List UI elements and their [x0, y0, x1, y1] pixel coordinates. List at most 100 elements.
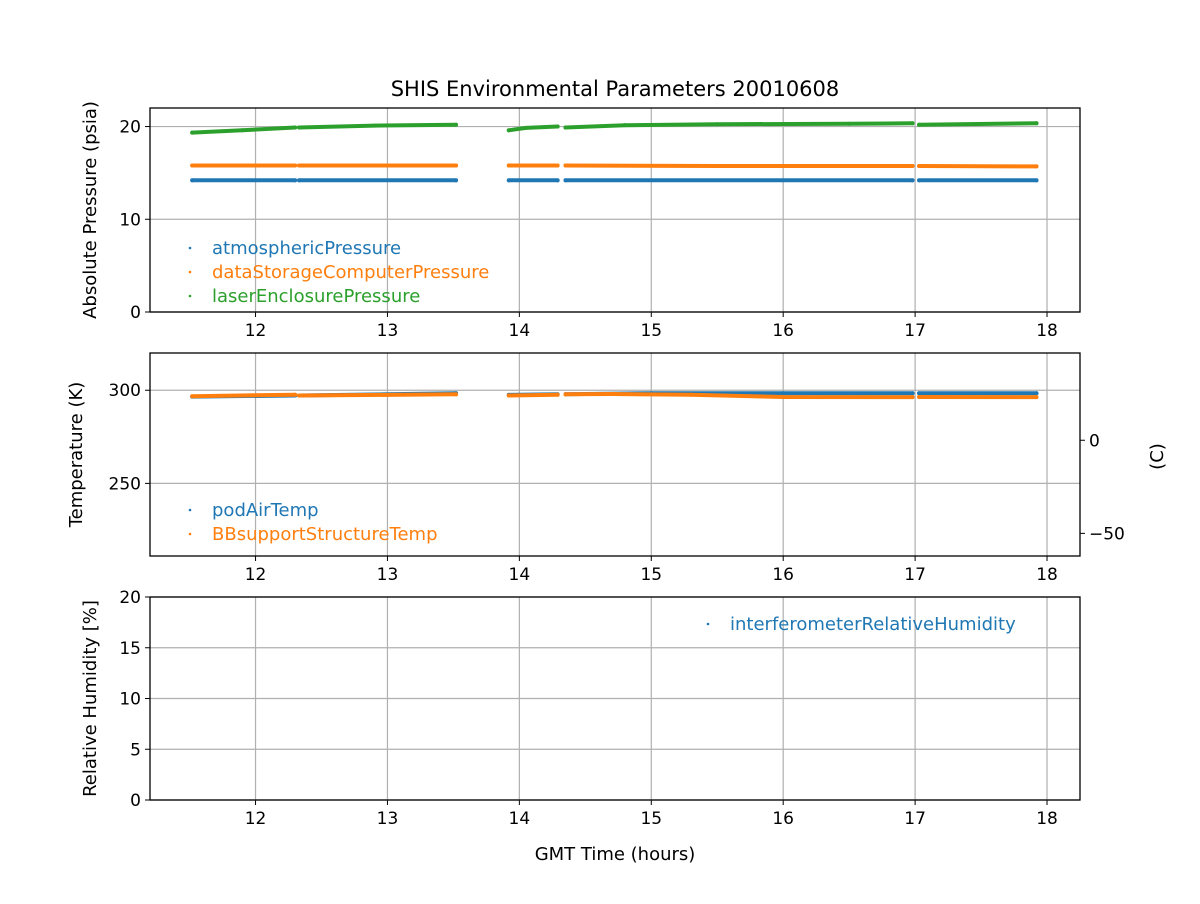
data-point — [190, 131, 194, 135]
legend-label: interferometerRelativeHumidity — [730, 614, 1016, 635]
legend-marker — [189, 509, 192, 512]
y2-axis-label: (C) — [1147, 443, 1168, 470]
y-tick-label: 0 — [130, 791, 141, 811]
legend-label: laserEnclosurePressure — [212, 286, 420, 307]
y-tick-label: 250 — [109, 474, 141, 494]
data-point — [1034, 178, 1038, 182]
data-point — [297, 393, 301, 397]
y-tick-label: 15 — [119, 639, 141, 659]
data-point — [917, 395, 921, 399]
data-point — [564, 392, 568, 396]
series-dataStorageComputerPressure — [566, 166, 913, 167]
x-tick-label: 17 — [904, 565, 926, 585]
y-tick-label: 5 — [130, 740, 141, 760]
data-point — [190, 394, 194, 398]
data-point — [454, 163, 458, 167]
data-point — [715, 164, 719, 168]
data-point — [910, 391, 914, 395]
data-point — [910, 121, 914, 125]
data-point — [297, 163, 301, 167]
data-point — [507, 178, 511, 182]
data-point — [910, 395, 914, 399]
data-point — [297, 125, 301, 129]
data-point — [507, 163, 511, 167]
data-point — [507, 393, 511, 397]
legend-marker — [189, 295, 192, 298]
data-point — [454, 178, 458, 182]
y-axis-label: Absolute Pressure (psia) — [80, 101, 101, 319]
legend-marker — [707, 623, 710, 626]
x-tick-label: 16 — [772, 565, 794, 585]
data-point — [1034, 395, 1038, 399]
x-tick-label: 12 — [245, 565, 267, 585]
data-point — [910, 164, 914, 168]
x-tick-label: 14 — [509, 809, 531, 829]
data-point — [372, 124, 376, 128]
series-BBsupportStructureTemp — [192, 395, 295, 397]
y-tick-label: 300 — [109, 381, 141, 401]
series-laserEnclosurePressure — [919, 123, 1036, 124]
data-point — [385, 393, 389, 397]
data-point — [293, 163, 297, 167]
data-point — [556, 125, 560, 129]
data-point — [564, 125, 568, 129]
data-point — [564, 163, 568, 167]
data-point — [454, 123, 458, 127]
data-point — [847, 122, 851, 126]
x-tick-label: 14 — [509, 565, 531, 585]
data-point — [1034, 391, 1038, 395]
x-axis-label: GMT Time (hours) — [535, 844, 696, 865]
x-tick-label: 12 — [245, 809, 267, 829]
legend-label: atmosphericPressure — [212, 238, 401, 259]
data-point — [297, 178, 301, 182]
data-point — [917, 123, 921, 127]
data-point — [454, 392, 458, 396]
data-point — [507, 128, 511, 132]
data-point — [556, 393, 560, 397]
y-tick-label: 20 — [119, 588, 141, 608]
y-axis-label: Relative Humidity [%] — [80, 600, 101, 797]
x-tick-label: 13 — [377, 565, 399, 585]
data-point — [190, 178, 194, 182]
data-point — [1034, 164, 1038, 168]
x-tick-label: 15 — [640, 809, 662, 829]
x-tick-label: 18 — [1036, 809, 1058, 829]
data-point — [1034, 121, 1038, 125]
data-point — [293, 125, 297, 129]
legend-label: podAirTemp — [212, 500, 319, 521]
x-tick-label: 14 — [509, 321, 531, 341]
series-BBsupportStructureTemp — [509, 395, 558, 396]
data-point — [556, 163, 560, 167]
y-tick-label: 0 — [130, 303, 141, 323]
data-point — [556, 178, 560, 182]
data-point — [781, 391, 785, 395]
x-tick-label: 16 — [772, 321, 794, 341]
legend-label: dataStorageComputerPressure — [212, 262, 489, 283]
x-tick-label: 15 — [640, 565, 662, 585]
series-BBsupportStructureTemp — [299, 394, 456, 395]
legend-marker — [189, 247, 192, 250]
x-tick-label: 13 — [377, 321, 399, 341]
x-tick-label: 17 — [904, 321, 926, 341]
data-point — [564, 178, 568, 182]
data-point — [917, 164, 921, 168]
data-point — [715, 122, 719, 126]
x-tick-label: 12 — [245, 321, 267, 341]
x-tick-label: 15 — [640, 321, 662, 341]
data-point — [293, 178, 297, 182]
data-point — [910, 178, 914, 182]
legend-marker — [189, 533, 192, 536]
x-tick-label: 13 — [377, 809, 399, 829]
data-point — [190, 163, 194, 167]
data-point — [293, 393, 297, 397]
data-point — [240, 128, 244, 132]
y2-tick-label: 0 — [1089, 431, 1100, 451]
x-tick-label: 17 — [904, 809, 926, 829]
x-tick-label: 18 — [1036, 321, 1058, 341]
data-point — [689, 393, 693, 397]
legend-marker — [189, 271, 192, 274]
chart-title: SHIS Environmental Parameters 20010608 — [391, 77, 840, 101]
